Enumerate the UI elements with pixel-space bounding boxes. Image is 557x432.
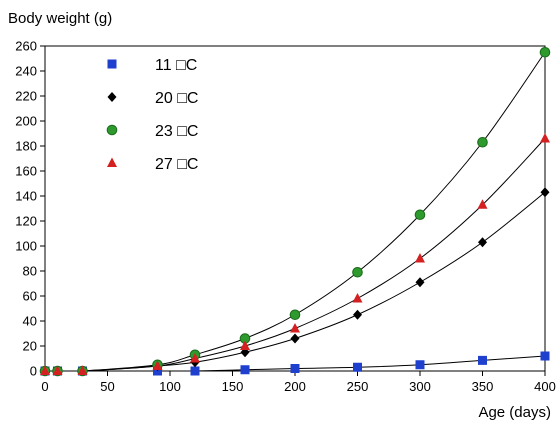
data-point <box>152 360 163 370</box>
y-tick-label: 240 <box>15 64 37 79</box>
y-tick-label: 20 <box>23 339 37 354</box>
data-point <box>415 360 425 370</box>
data-point <box>539 46 551 58</box>
data-point <box>414 209 426 221</box>
y-tick-label: 0 <box>30 364 37 379</box>
x-tick-label: 400 <box>534 379 556 394</box>
y-tick-label: 260 <box>15 39 37 54</box>
legend-marker <box>106 124 118 136</box>
y-tick-label: 40 <box>23 314 37 329</box>
legend-label: 27 □C <box>155 156 198 173</box>
legend-label: 20 □C <box>155 90 198 107</box>
data-point <box>353 362 362 372</box>
legend-marker <box>107 59 117 69</box>
y-tick-label: 200 <box>15 114 37 129</box>
data-point <box>240 340 250 350</box>
data-point <box>240 365 250 375</box>
data-point <box>353 309 362 320</box>
y-tick-label: 220 <box>15 89 37 104</box>
data-point <box>290 333 300 344</box>
x-tick-label: 350 <box>472 379 494 394</box>
x-axis-title: Age (days) <box>478 404 551 421</box>
data-point <box>52 365 63 375</box>
y-tick-label: 140 <box>15 189 37 204</box>
data-point <box>540 133 550 143</box>
data-point <box>77 365 88 375</box>
data-points <box>39 46 551 377</box>
axes: 0 50 100 150 200 250 300 350 400 0 20 40 60 80 100 120 1… <box>15 39 556 395</box>
data-point <box>540 187 550 198</box>
legend-label: 11 □C <box>155 57 197 74</box>
legend: 11 □C 20 □C 23 □C 27 □C <box>106 57 198 173</box>
data-point <box>477 199 488 209</box>
legend-marker <box>107 92 117 102</box>
y-tick-label: 160 <box>15 164 37 179</box>
plot-frame <box>44 45 546 372</box>
y-tick-label: 60 <box>23 289 37 304</box>
data-point <box>352 293 363 303</box>
data-point <box>478 355 487 365</box>
data-point <box>40 365 50 375</box>
data-point <box>352 266 363 278</box>
legend-marker <box>107 157 117 167</box>
y-tick-label: 120 <box>15 214 37 229</box>
data-point <box>190 353 200 363</box>
x-tick-label: 100 <box>159 379 181 394</box>
fit-curve <box>44 138 546 372</box>
data-point <box>540 351 550 361</box>
x-tick-label: 300 <box>409 379 431 394</box>
y-axis-title: Body weight (g) <box>8 10 113 27</box>
x-tick-label: 250 <box>347 379 369 394</box>
x-tick-label: 200 <box>284 379 306 394</box>
fit-curve <box>44 191 546 372</box>
data-point <box>415 277 425 288</box>
data-point <box>190 366 200 376</box>
data-point <box>289 309 301 321</box>
data-point <box>290 323 300 333</box>
data-point <box>477 136 488 148</box>
x-tick-label: 150 <box>222 379 244 394</box>
data-point <box>290 364 300 373</box>
x-tick-label: 0 <box>41 379 48 394</box>
x-tick-label: 50 <box>100 379 114 394</box>
y-tick-label: 180 <box>15 139 37 154</box>
y-tick-label: 100 <box>15 239 37 254</box>
data-point <box>415 253 425 263</box>
y-tick-label: 80 <box>23 264 37 279</box>
data-point <box>478 237 487 248</box>
legend-label: 23 □C <box>155 123 198 140</box>
